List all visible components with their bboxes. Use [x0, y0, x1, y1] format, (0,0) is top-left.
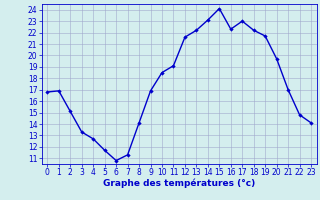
X-axis label: Graphe des températures (°c): Graphe des températures (°c): [103, 179, 255, 188]
